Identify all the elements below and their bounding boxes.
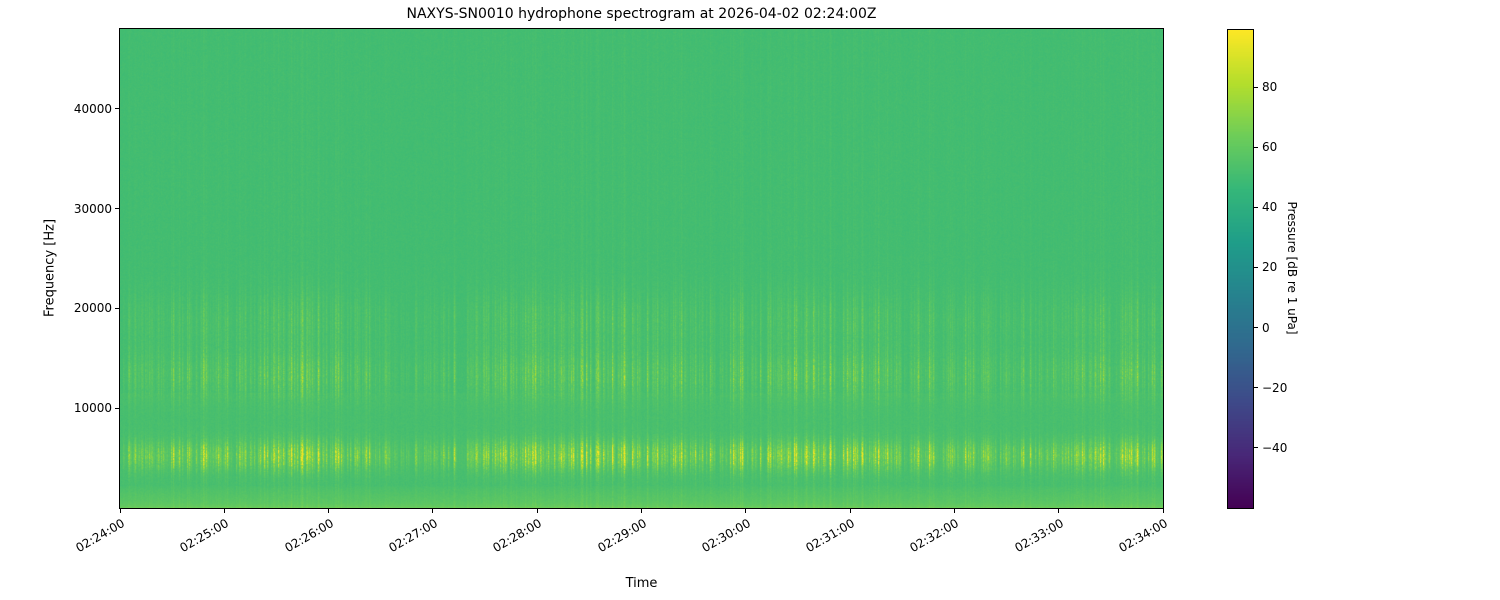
x-tick-mark	[536, 509, 538, 513]
y-tick-label: 10000	[73, 401, 112, 416]
x-tick-label: 02:31:00	[803, 516, 858, 556]
colorbar-tick-label: −20	[1262, 380, 1288, 395]
x-tick-label: 02:28:00	[490, 516, 545, 556]
x-tick-mark	[1162, 509, 1164, 513]
colorbar-tick-mark	[1254, 327, 1258, 329]
colorbar-label: Pressure [dB re 1 uPa]	[1285, 201, 1299, 335]
plot-area	[119, 28, 1164, 509]
y-tick-label: 40000	[73, 101, 112, 116]
colorbar-tick-mark	[1254, 447, 1258, 449]
colorbar-gradient	[1228, 30, 1253, 508]
x-tick-mark	[849, 509, 851, 513]
y-tick-mark	[115, 407, 119, 409]
y-tick-mark	[115, 108, 119, 110]
x-tick-label: 02:25:00	[177, 516, 232, 556]
x-tick-mark	[953, 509, 955, 513]
colorbar-tick-label: 20	[1262, 260, 1278, 275]
x-tick-label: 02:29:00	[594, 516, 649, 556]
chart-title: NAXYS-SN0010 hydrophone spectrogram at 2…	[406, 6, 877, 22]
x-tick-mark	[223, 509, 225, 513]
colorbar-tick-label: 60	[1262, 140, 1278, 155]
colorbar-tick-label: −40	[1262, 440, 1288, 455]
x-tick-mark	[641, 509, 642, 513]
x-tick-mark	[745, 509, 747, 513]
colorbar	[1227, 29, 1254, 509]
colorbar-tick-mark	[1254, 266, 1258, 268]
x-axis-label: Time	[625, 576, 658, 591]
x-tick-mark	[328, 509, 330, 513]
x-tick-label: 02:30:00	[699, 516, 753, 556]
colorbar-tick-mark	[1254, 146, 1258, 148]
x-tick-label: 02:32:00	[907, 516, 962, 556]
x-tick-label: 02:34:00	[1116, 516, 1170, 556]
colorbar-tick-label: 80	[1262, 80, 1278, 95]
x-tick-label: 02:27:00	[386, 516, 440, 556]
y-tick-label: 30000	[73, 201, 112, 216]
x-tick-mark	[432, 509, 434, 513]
y-tick-label: 20000	[73, 301, 112, 316]
colorbar-tick-label: 0	[1262, 320, 1270, 335]
x-tick-mark	[119, 509, 121, 513]
x-tick-mark	[1058, 509, 1060, 513]
y-tick-mark	[115, 307, 119, 309]
spectrogram-heatmap	[120, 29, 1163, 508]
colorbar-tick-label: 40	[1262, 200, 1278, 215]
x-tick-label: 02:26:00	[281, 516, 336, 556]
colorbar-tick-mark	[1254, 86, 1258, 88]
x-tick-label: 02:24:00	[73, 516, 127, 556]
x-tick-label: 02:33:00	[1012, 516, 1066, 556]
y-tick-mark	[115, 208, 119, 210]
colorbar-tick-mark	[1254, 387, 1258, 389]
colorbar-tick-mark	[1254, 206, 1258, 208]
